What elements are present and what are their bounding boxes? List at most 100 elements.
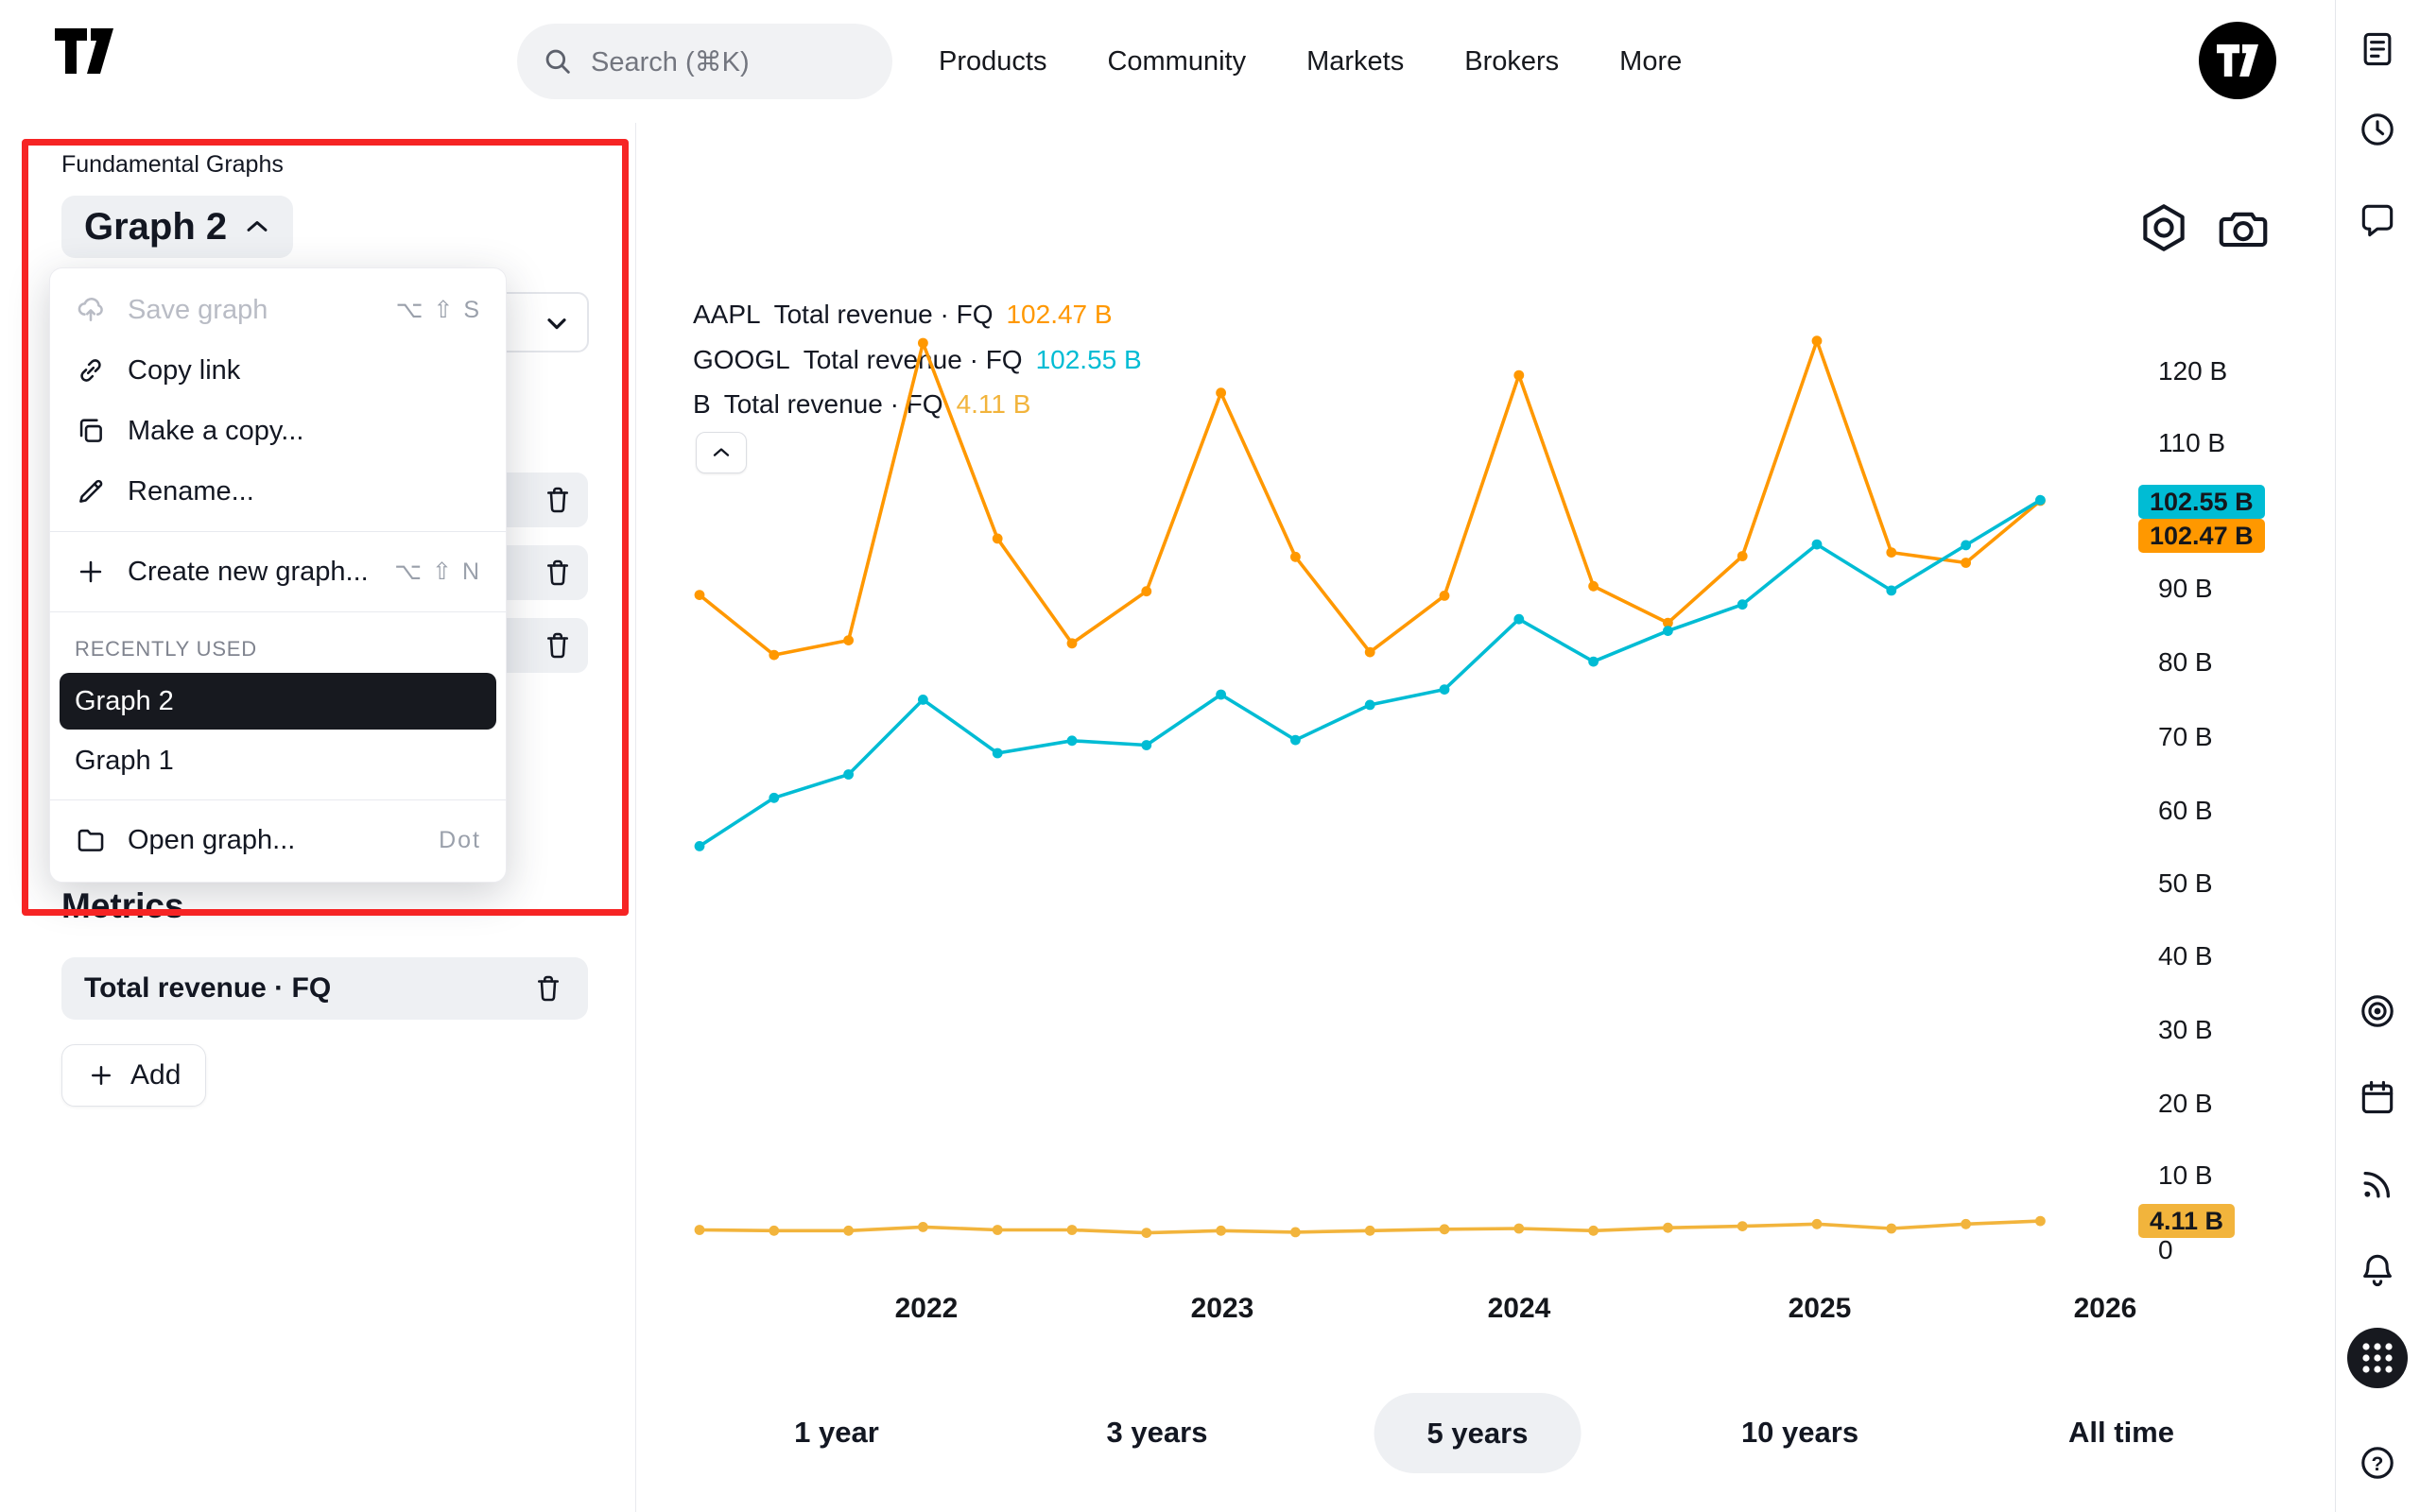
recent-graph-1[interactable]: Graph 1 xyxy=(75,745,174,776)
nav-markets[interactable]: Markets xyxy=(1306,45,1405,77)
y-tick: 50 B xyxy=(2158,868,2213,898)
menu-divider xyxy=(50,799,506,800)
menu-item-label: Copy link xyxy=(128,354,241,386)
menu-item-open-graph[interactable]: Open graph... Dot xyxy=(50,810,506,870)
y-tick: 10 B xyxy=(2158,1160,2213,1190)
range-3-years[interactable]: 3 years xyxy=(1106,1416,1208,1449)
y-tick: 80 B xyxy=(2158,647,2213,677)
link-icon xyxy=(75,354,107,387)
search-bar[interactable]: Search (⌘K) xyxy=(517,24,892,99)
trash-icon[interactable] xyxy=(541,628,575,662)
price-badge-aapl: 102.47 B xyxy=(2138,519,2265,553)
x-tick: 2024 xyxy=(1487,1293,1551,1324)
range-1-year[interactable]: 1 year xyxy=(794,1416,879,1449)
feed-icon[interactable] xyxy=(2357,1163,2398,1205)
legend-row-aapl[interactable]: AAPL Total revenue · FQ 102.47 B xyxy=(693,298,1113,332)
menu-item-label: Create new graph... xyxy=(128,556,369,587)
right-toolbar xyxy=(2335,0,2420,1512)
range-10-years[interactable]: 10 years xyxy=(1740,1416,1859,1449)
y-tick: 40 B xyxy=(2158,941,2213,971)
y-tick: 90 B xyxy=(2158,574,2213,603)
nav-more[interactable]: More xyxy=(1619,45,1683,77)
metric-row[interactable]: Total revenue · FQ xyxy=(61,957,588,1020)
cloud-upload-icon xyxy=(75,294,107,326)
range-all-time[interactable]: All time xyxy=(2068,1416,2174,1449)
menu-item-label: Rename... xyxy=(128,475,254,507)
menu-item-save-graph[interactable]: Save graph ⌥ ⇧ S xyxy=(50,280,506,340)
chevron-up-icon xyxy=(244,218,270,235)
pencil-icon xyxy=(75,475,107,507)
panel-section-title: Fundamental Graphs xyxy=(61,151,284,178)
legend-desc: Total revenue · FQ xyxy=(773,300,994,329)
range-5-years[interactable]: 5 years xyxy=(1374,1393,1582,1473)
menu-item-label: Open graph... xyxy=(128,824,296,855)
price-badge-googl: 102.55 B xyxy=(2138,485,2265,519)
recent-graph-2[interactable]: Graph 2 xyxy=(60,673,496,730)
chevron-down-icon xyxy=(542,308,572,338)
legend-row-googl[interactable]: GOOGL Total revenue · FQ 102.55 B xyxy=(693,343,1142,377)
trash-icon[interactable] xyxy=(541,483,575,517)
search-icon xyxy=(542,45,574,77)
legend-desc: Total revenue · FQ xyxy=(803,345,1023,374)
apps-grid-icon[interactable] xyxy=(2347,1328,2408,1388)
main-nav: Products Community Markets Brokers More xyxy=(939,0,1682,123)
legend-collapse-button[interactable] xyxy=(696,432,747,473)
graph-selector-button[interactable]: Graph 2 xyxy=(61,196,294,258)
panel-divider xyxy=(635,123,636,1512)
plus-icon xyxy=(75,556,107,588)
svg-text:?: ? xyxy=(2372,1453,2384,1475)
price-badge-b: 4.11 B xyxy=(2138,1204,2236,1238)
legend-value: 102.47 B xyxy=(1006,300,1113,329)
menu-shortcut: Dot xyxy=(439,826,481,853)
news-icon[interactable] xyxy=(2357,28,2398,70)
menu-item-copy-link[interactable]: Copy link xyxy=(50,340,506,401)
menu-shortcut: ⌥ ⇧ N xyxy=(394,558,481,585)
nav-brokers[interactable]: Brokers xyxy=(1464,45,1560,77)
menu-item-create-new-graph[interactable]: Create new graph... ⌥ ⇧ N xyxy=(50,541,506,602)
nav-products[interactable]: Products xyxy=(939,45,1047,77)
calendar-icon[interactable] xyxy=(2357,1076,2398,1118)
menu-item-label: Save graph xyxy=(128,294,268,325)
nav-community[interactable]: Community xyxy=(1107,45,1247,77)
copy-icon xyxy=(75,415,107,447)
add-metric-button[interactable]: Add xyxy=(61,1044,207,1107)
menu-item-label: Make a copy... xyxy=(128,415,304,446)
y-tick: 70 B xyxy=(2158,722,2213,751)
legend-symbol: AAPL xyxy=(693,300,761,329)
help-icon[interactable]: ? xyxy=(2357,1442,2398,1484)
add-label: Add xyxy=(130,1059,182,1091)
x-tick: 2023 xyxy=(1190,1293,1254,1324)
bell-icon[interactable] xyxy=(2357,1249,2398,1291)
legend-value: 102.55 B xyxy=(1035,345,1142,374)
account-logo-button[interactable] xyxy=(2199,22,2276,99)
trash-icon[interactable] xyxy=(531,971,565,1005)
x-tick: 2026 xyxy=(2073,1293,2137,1324)
trash-icon[interactable] xyxy=(541,556,575,590)
menu-item-rename[interactable]: Rename... xyxy=(50,461,506,522)
legend-value: 4.11 B xyxy=(956,389,1031,419)
camera-snapshot-icon[interactable] xyxy=(2214,198,2273,257)
revenue-line-chart[interactable] xyxy=(662,321,2080,1285)
legend-symbol: GOOGL xyxy=(693,345,790,374)
folder-icon xyxy=(75,824,107,856)
history-clock-icon[interactable] xyxy=(2357,109,2398,150)
y-tick: 20 B xyxy=(2158,1089,2213,1118)
y-tick: 120 B xyxy=(2158,356,2228,386)
target-icon[interactable] xyxy=(2357,990,2398,1032)
tradingview-logo[interactable] xyxy=(55,28,113,74)
graph-selector-label: Graph 2 xyxy=(84,205,228,248)
x-tick: 2022 xyxy=(894,1293,959,1324)
chart-settings-icon[interactable] xyxy=(2135,198,2193,257)
y-tick: 60 B xyxy=(2158,796,2213,825)
x-tick: 2025 xyxy=(1788,1293,1852,1324)
menu-shortcut: ⌥ ⇧ S xyxy=(395,297,481,323)
plus-icon xyxy=(87,1061,115,1090)
legend-symbol: B xyxy=(693,389,711,419)
menu-item-make-a-copy[interactable]: Make a copy... xyxy=(50,401,506,461)
chat-icon[interactable] xyxy=(2357,199,2398,241)
y-tick: 110 B xyxy=(2158,428,2226,457)
graph-selector-menu: Save graph ⌥ ⇧ S Copy link Make a copy..… xyxy=(49,267,507,883)
y-tick: 0 xyxy=(2158,1235,2173,1264)
search-placeholder: Search (⌘K) xyxy=(591,46,750,77)
